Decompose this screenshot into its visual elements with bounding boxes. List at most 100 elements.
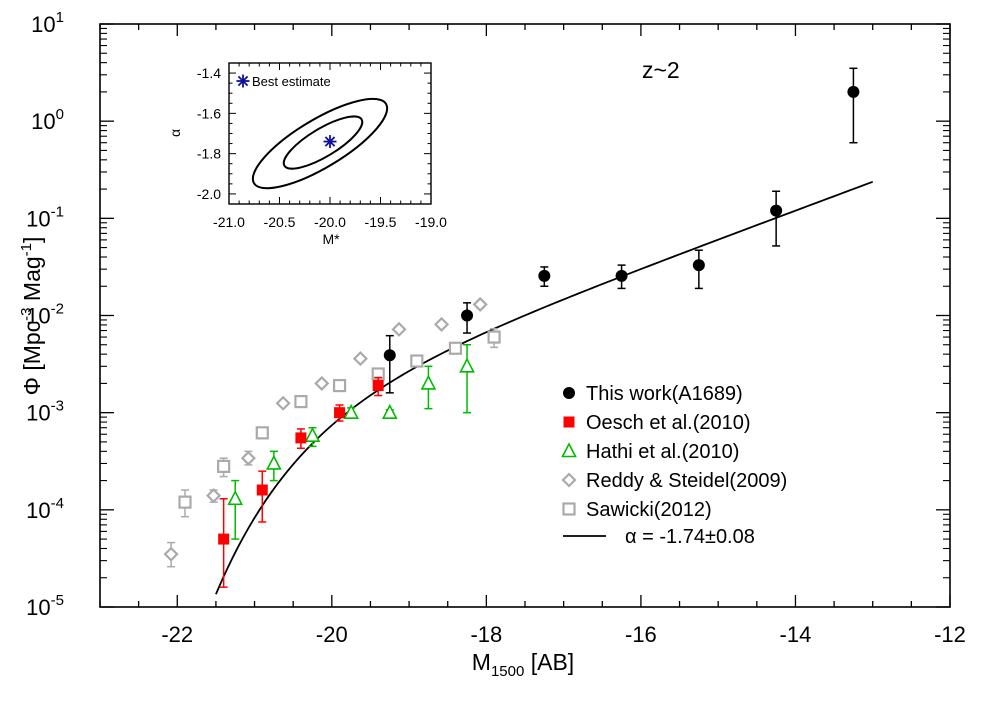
- inset-y-tick-label: -2.0: [197, 186, 221, 202]
- data-point: [227, 490, 244, 506]
- data-point: [692, 259, 705, 272]
- inset-contour-inner: [282, 115, 364, 170]
- schechter-fit-line: [215, 180, 874, 595]
- inset-legend-label: Best estimate: [252, 74, 331, 89]
- y-tick-base: 10: [26, 206, 50, 231]
- y-tick-base: 10: [26, 401, 50, 426]
- y-axis-title-sup2: -1: [18, 243, 35, 256]
- data-point: [206, 488, 222, 504]
- y-tick-exponent: -3: [51, 398, 64, 415]
- data-point: [334, 407, 346, 419]
- data-point: [314, 375, 330, 391]
- legend-fit-suffix: 0.08: [716, 526, 755, 548]
- y-tick-label: 10-3: [26, 398, 64, 426]
- inset-axes: -21.0 -20.5 -20.0 -19.5 -19.0 -2.0 -1.8 -1.6 -1.…: [197, 62, 447, 230]
- data-point: [383, 349, 396, 362]
- data-point: [240, 450, 256, 466]
- series-3: [163, 296, 488, 568]
- inset-x-tick-label: -19.0: [415, 214, 447, 230]
- inset-marks: Best estimate: [236, 74, 337, 149]
- data-point: [372, 380, 384, 392]
- x-axis-title-main: M: [472, 649, 491, 675]
- data-point: [410, 354, 424, 368]
- data-point: [448, 341, 463, 355]
- x-tick-label: -12: [934, 622, 966, 647]
- inset-x-tick-label: -20.0: [314, 214, 346, 230]
- data-point: [217, 459, 231, 473]
- y-axis-title-sup1: -3: [18, 307, 35, 320]
- data-point: [218, 533, 230, 545]
- data-point: [433, 316, 450, 332]
- data-point: [847, 85, 860, 98]
- series-1: [218, 376, 384, 588]
- data-point: [381, 403, 398, 419]
- x-axis-title: M1500 [AB]: [472, 649, 574, 680]
- y-tick-base: 10: [26, 304, 50, 329]
- data-point: [266, 454, 282, 470]
- inset-plot: -21.0 -20.5 -20.0 -19.5 -19.0 -2.0 -1.8 -1.6 -1.…: [167, 62, 447, 247]
- inset-x-tick-label: -20.5: [264, 214, 296, 230]
- legend-label: This work(A1689): [586, 383, 743, 405]
- data-point: [294, 394, 308, 409]
- legend-marker: [563, 416, 575, 428]
- series-0: [383, 67, 860, 394]
- y-axis-title-mid: Mag: [19, 256, 45, 307]
- legend-marker: [563, 387, 575, 399]
- x-axis-title-rest: [AB]: [524, 649, 574, 675]
- data-point: [163, 546, 179, 562]
- inset-x-tick-label: -19.5: [365, 214, 397, 230]
- star-stroke: [237, 75, 249, 87]
- inset-contour-outer: [251, 97, 389, 190]
- y-axis-title-post: ]: [19, 237, 45, 243]
- data-point: [391, 321, 407, 337]
- y-tick-label: 101: [31, 9, 64, 37]
- inset-y-tick-label: -1.8: [197, 146, 221, 162]
- y-axis-title-pre: Φ [Mpc: [19, 321, 45, 396]
- inset-y-title: α: [167, 129, 183, 137]
- x-axis: -22 -20 -18 -16 -14 -12: [99, 24, 966, 647]
- data-point: [343, 403, 359, 419]
- data-point: [332, 378, 347, 393]
- data-point: [295, 432, 307, 444]
- legend-label: Sawicki(2012): [586, 499, 712, 521]
- fit-layer: [215, 180, 874, 595]
- inset-legend-star: [236, 74, 250, 88]
- data-point: [275, 395, 291, 411]
- data-point: [352, 351, 368, 367]
- y-tick-label: 10-1: [26, 203, 64, 231]
- y-tick-label: 10-5: [26, 592, 64, 620]
- y-tick-base: 10: [26, 595, 50, 620]
- x-tick-label: -18: [470, 622, 502, 647]
- legend-marker: [562, 502, 576, 516]
- legend-fit-label: α = -1.74±0.08: [625, 526, 755, 548]
- data-point: [256, 484, 268, 496]
- x-axis-title-subscript: 1500: [491, 663, 524, 680]
- x-tick-label: -22: [161, 622, 193, 647]
- y-tick-exponent: -2: [51, 301, 64, 318]
- data-point: [459, 357, 475, 373]
- data-point: [770, 204, 783, 217]
- redshift-annotation: z~2: [642, 57, 680, 83]
- x-tick-label: -14: [780, 622, 812, 647]
- series-2: [227, 344, 475, 540]
- inset-y-tick-label: -1.4: [197, 65, 221, 81]
- legend: This work(A1689) Oesch et al.(2010) Hathi …: [561, 383, 787, 548]
- data-point: [255, 426, 269, 440]
- data-point: [461, 309, 474, 322]
- y-tick-base: 10: [26, 498, 50, 523]
- y-tick-exponent: -4: [51, 495, 64, 512]
- inset-frame: [228, 62, 432, 205]
- legend-fit-pm: ±: [705, 526, 716, 548]
- data-point: [487, 330, 501, 344]
- x-tick-label: -16: [625, 622, 657, 647]
- legend-label: Oesch et al.(2010): [586, 412, 751, 434]
- inset-y-tick-label: -1.6: [197, 105, 221, 121]
- x-tick-label: -20: [316, 622, 348, 647]
- star-stroke: [324, 136, 336, 147]
- y-axis-title: Φ [Mpc-3 Mag-1]: [18, 237, 45, 396]
- data-point: [615, 269, 628, 282]
- data-point: [472, 296, 488, 312]
- inset-contours: [251, 97, 389, 190]
